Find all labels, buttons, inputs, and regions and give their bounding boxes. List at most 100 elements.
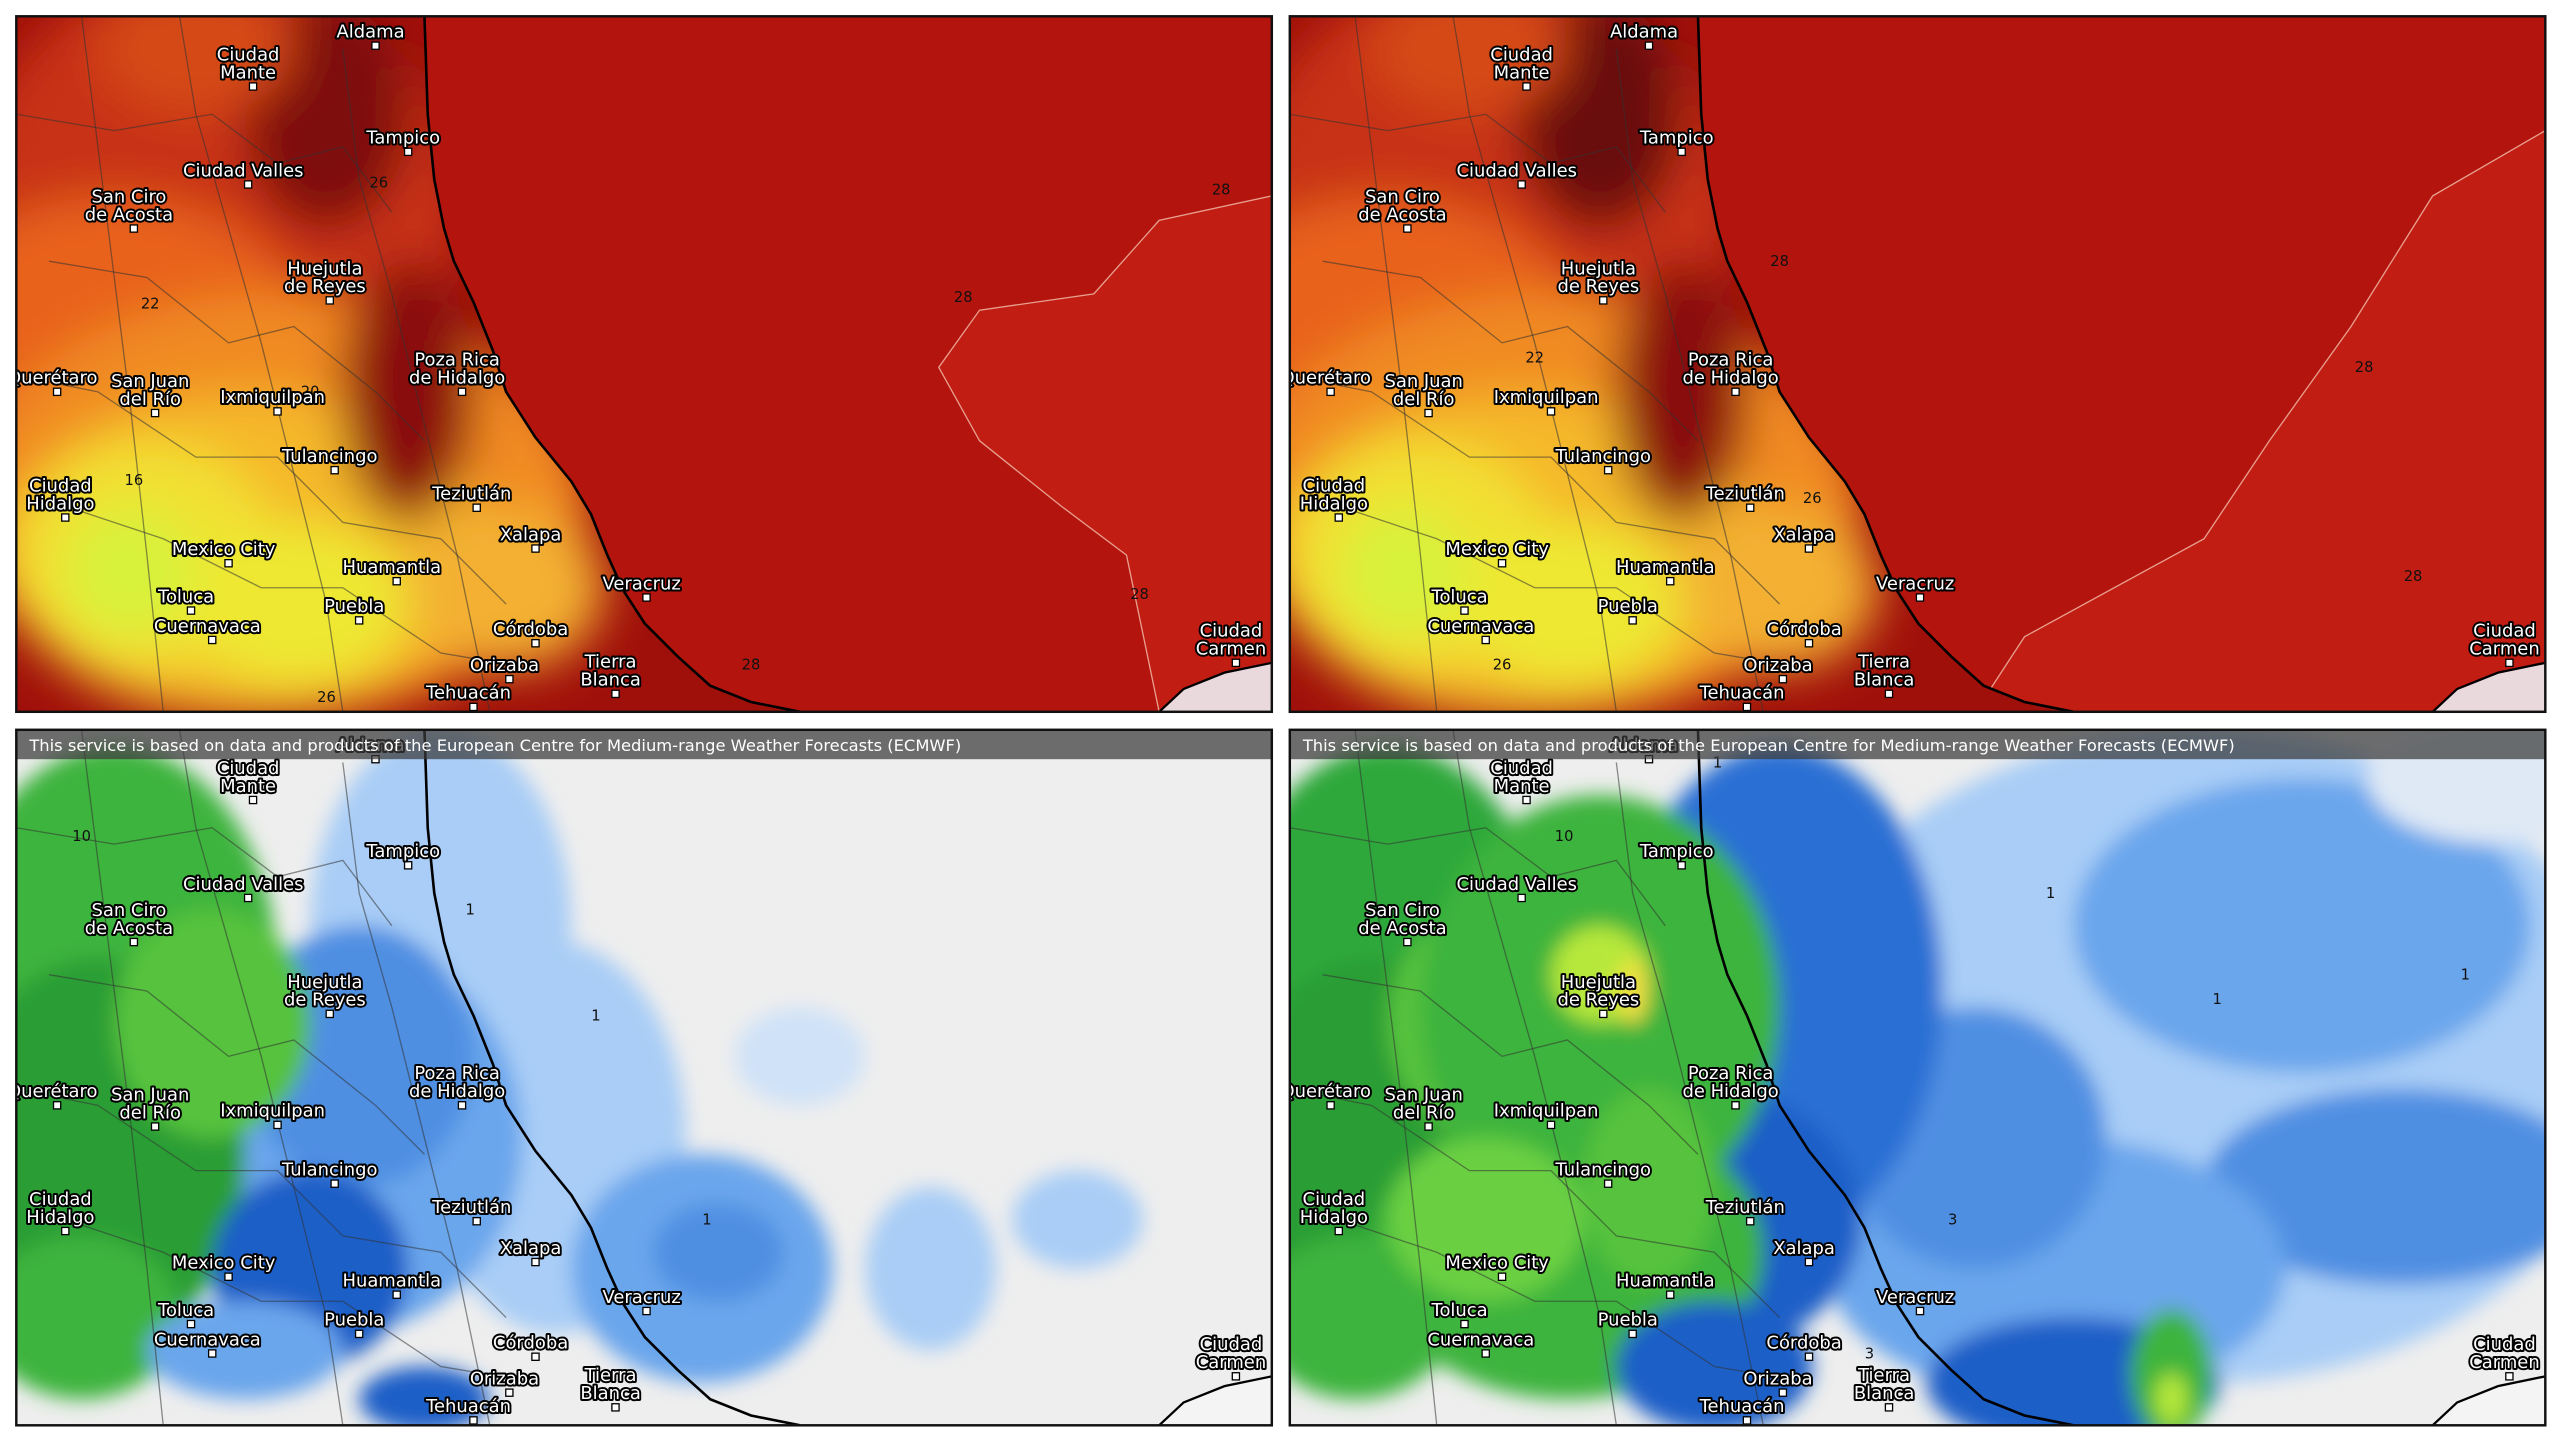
land-field [1289, 16, 1878, 712]
temp-blob [1371, 16, 1568, 115]
city-label: Tierra [1857, 652, 1910, 673]
rain-blob [734, 1007, 866, 1106]
temperature-field [16, 16, 605, 712]
city-marker [1403, 937, 1412, 947]
land-field [16, 16, 605, 712]
city-label: San Juan [111, 371, 189, 392]
city-marker [531, 1257, 540, 1267]
city-label: Tierra [1857, 1365, 1910, 1386]
city-label: Carmen [1196, 639, 1266, 660]
city-label: Orizaba [1743, 1368, 1812, 1389]
border-line [178, 16, 344, 712]
border-line [48, 260, 425, 442]
city-label: Blanca [580, 670, 641, 691]
border-line [65, 1218, 539, 1384]
city-marker [505, 674, 514, 684]
city-marker [469, 1416, 478, 1425]
city-label: Ixmiquilpan [220, 1101, 325, 1122]
city-marker [1804, 544, 1814, 553]
city-marker [1742, 702, 1752, 712]
city-marker [611, 689, 620, 699]
land [1159, 1376, 1272, 1426]
admin-borders [16, 729, 539, 1426]
city-marker [2505, 1372, 2514, 1381]
city-marker [354, 1329, 364, 1339]
city-marker [243, 893, 253, 903]
city-marker [531, 638, 540, 648]
city-label: Querétaro [1280, 1081, 1371, 1102]
city-label: Tampico [1639, 128, 1714, 149]
city-label: del Río [119, 1102, 181, 1123]
city-marker [1522, 795, 1531, 805]
city-marker [186, 606, 196, 615]
city-marker [457, 387, 467, 397]
city-label: Orizaba [1743, 655, 1812, 676]
city-label: Blanca [1854, 1383, 1915, 1404]
city-marker [1742, 1416, 1752, 1425]
city-label: Ciudad [1303, 475, 1366, 496]
city-marker [61, 1226, 70, 1236]
city-marker [52, 1101, 62, 1110]
city-marker [1804, 1352, 1814, 1361]
city-label: Xalapa [1773, 1238, 1835, 1259]
contour-label: 1 [2046, 885, 2055, 902]
border-line [1289, 113, 1666, 213]
city-marker [403, 861, 413, 870]
city-label: del Río [1393, 389, 1455, 410]
city-label: de Hidalgo [1682, 368, 1778, 389]
border-line [1452, 16, 1617, 712]
rain-blob [653, 1203, 784, 1302]
city-marker [1334, 1226, 1344, 1236]
city-label: San Juan [1384, 1084, 1462, 1105]
contour-label: 22 [1525, 349, 1544, 366]
contour-label: 28 [954, 289, 973, 306]
city-marker [457, 1101, 467, 1110]
city-label: Tampico [365, 128, 440, 149]
city-marker [469, 702, 478, 712]
contour-label: 28 [742, 656, 761, 673]
city-label: de Hidalgo [1682, 1081, 1778, 1102]
city-marker [1884, 1403, 1894, 1412]
city-marker [1603, 1179, 1613, 1188]
city-label: Querétaro [7, 368, 98, 389]
city-label: Teziutlán [431, 484, 511, 505]
city-marker [642, 1306, 651, 1316]
city-marker [273, 407, 282, 416]
city-label: Aldama [1610, 22, 1678, 43]
city-marker [1677, 147, 1686, 157]
city-label: Poza Rica [414, 1063, 500, 1084]
city-label: Córdoba [493, 619, 568, 640]
border-line [1289, 374, 1781, 605]
city-label: Veracruz [602, 573, 680, 594]
city-marker [611, 1403, 620, 1412]
city-marker [273, 1120, 282, 1130]
city-label: Carmen [1196, 1352, 1266, 1373]
banner-bar [1289, 729, 2546, 760]
land [1159, 662, 1272, 712]
city-marker [1231, 1372, 1241, 1381]
border-line [80, 729, 164, 1426]
city-marker [243, 180, 253, 189]
city-label: Veracruz [1876, 573, 1954, 594]
city-label: San Ciro [1365, 900, 1440, 921]
city-marker [1460, 1319, 1469, 1329]
temperature-field [1289, 16, 1878, 712]
city-marker [1677, 861, 1686, 870]
border-line [1615, 48, 1764, 712]
city-marker [1334, 513, 1344, 522]
city-label: Poza Rica [1688, 1063, 1774, 1084]
city-label: Toluca [157, 1300, 214, 1321]
city-label: de Hidalgo [409, 368, 505, 389]
city-label: Veracruz [1876, 1287, 1954, 1308]
precipitation-field [1289, 729, 2546, 1426]
city-marker [1481, 635, 1490, 645]
city-marker [150, 408, 160, 418]
rain-blob [1387, 1137, 1584, 1302]
rain-blob [865, 1186, 996, 1351]
border-line [16, 374, 507, 605]
city-label: Hidalgo [26, 1207, 94, 1228]
contour-label: 10 [72, 828, 91, 845]
city-label: Huejutla [1561, 972, 1636, 993]
city-label: Teziutlán [431, 1197, 511, 1218]
